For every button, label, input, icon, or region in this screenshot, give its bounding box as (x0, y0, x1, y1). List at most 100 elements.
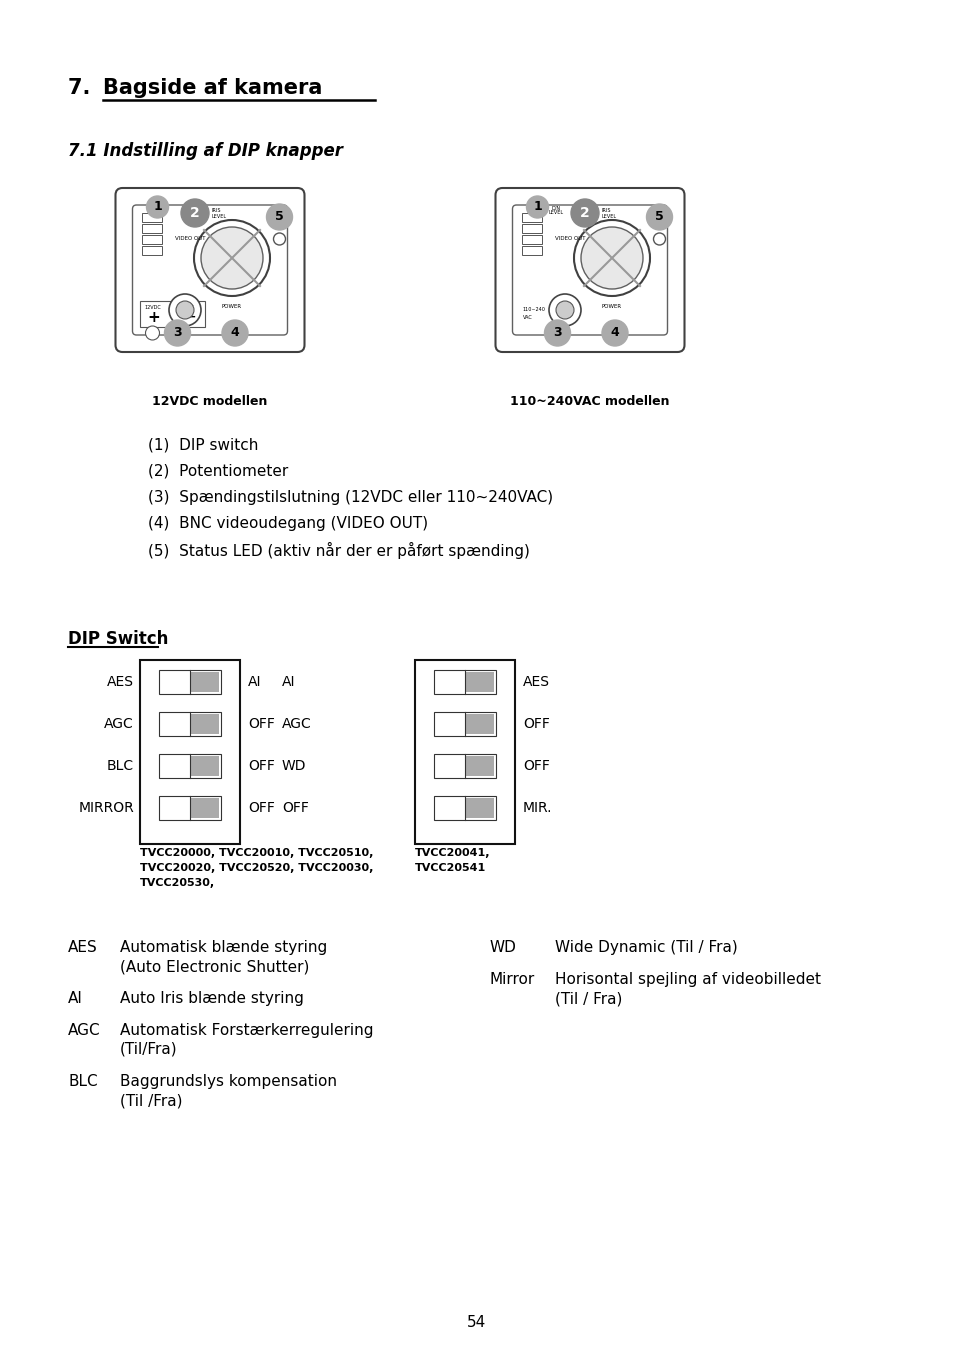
Text: AI: AI (248, 675, 261, 688)
Text: DIP Switch: DIP Switch (68, 630, 168, 648)
Text: 12VDC modellen: 12VDC modellen (152, 396, 268, 408)
Text: OFF: OFF (522, 717, 549, 730)
Text: 54: 54 (467, 1315, 486, 1330)
Text: (1)  DIP switch: (1) DIP switch (148, 437, 258, 454)
Bar (465, 672, 494, 693)
Circle shape (164, 320, 191, 346)
Circle shape (646, 204, 672, 230)
Text: VIDEO OUT: VIDEO OUT (174, 235, 205, 240)
Text: 110~240VAC modellen: 110~240VAC modellen (510, 396, 669, 408)
Text: OFF: OFF (248, 801, 274, 815)
Text: Bagside af kamera: Bagside af kamera (103, 78, 322, 99)
Text: Auto Iris blænde styring: Auto Iris blænde styring (120, 991, 304, 1006)
Circle shape (266, 204, 293, 230)
Bar (142, 224, 162, 234)
Text: LEVEL: LEVEL (548, 211, 563, 216)
Text: (Til / Fra): (Til / Fra) (555, 991, 621, 1006)
Bar (191, 756, 219, 776)
Text: POWER: POWER (601, 305, 621, 309)
Bar (465, 756, 494, 776)
Text: MIR.: MIR. (522, 801, 552, 815)
Text: AES: AES (522, 675, 550, 688)
Circle shape (146, 325, 159, 340)
Bar (522, 224, 542, 234)
Text: 4: 4 (610, 327, 618, 339)
Text: 7.1 Indstilling af DIP knapper: 7.1 Indstilling af DIP knapper (68, 142, 343, 161)
Text: 5: 5 (274, 211, 284, 224)
Circle shape (201, 227, 263, 289)
Text: 2: 2 (190, 207, 200, 220)
Text: 2: 2 (579, 207, 589, 220)
Circle shape (222, 320, 248, 346)
Text: LEVEL: LEVEL (601, 213, 617, 219)
Text: OFF: OFF (248, 759, 274, 774)
Text: 4: 4 (231, 327, 239, 339)
Bar (142, 235, 162, 244)
Text: (5)  Status LED (aktiv når der er påført spænding): (5) Status LED (aktiv når der er påført … (148, 541, 529, 559)
Bar (140, 301, 205, 327)
Text: 12VDC: 12VDC (177, 305, 194, 310)
Text: IRIS: IRIS (601, 208, 611, 213)
Text: 110~240: 110~240 (522, 306, 545, 312)
Bar (191, 672, 219, 693)
Circle shape (574, 220, 649, 296)
Bar (522, 235, 542, 244)
Text: IRIS: IRIS (212, 208, 221, 213)
Text: AI: AI (68, 991, 83, 1006)
Text: 3: 3 (173, 327, 182, 339)
Bar (191, 798, 219, 818)
Text: (Til /Fra): (Til /Fra) (120, 1094, 182, 1108)
FancyBboxPatch shape (115, 188, 304, 352)
Text: (3)  Spændingstilslutning (12VDC eller 110~240VAC): (3) Spændingstilslutning (12VDC eller 11… (148, 490, 553, 505)
Text: −: − (182, 308, 196, 325)
Text: OFF: OFF (282, 801, 309, 815)
Bar (140, 660, 240, 844)
Bar (142, 246, 162, 255)
Text: AES: AES (107, 675, 133, 688)
Circle shape (571, 198, 598, 227)
Circle shape (544, 320, 570, 346)
Bar (159, 755, 221, 778)
FancyBboxPatch shape (132, 205, 287, 335)
Text: AES: AES (68, 940, 97, 954)
Circle shape (653, 234, 665, 244)
Text: VAC: VAC (522, 315, 532, 320)
Circle shape (147, 196, 169, 217)
Text: AGC: AGC (68, 1023, 100, 1038)
Bar (159, 711, 221, 736)
Bar (415, 660, 515, 844)
Text: WD: WD (282, 759, 306, 774)
Text: (Auto Electronic Shutter): (Auto Electronic Shutter) (120, 958, 309, 973)
FancyBboxPatch shape (495, 188, 684, 352)
Text: OFF: OFF (248, 717, 274, 730)
Circle shape (181, 198, 209, 227)
FancyBboxPatch shape (512, 205, 667, 335)
Bar (159, 796, 221, 819)
Text: Horisontal spejling af videobilledet: Horisontal spejling af videobilledet (555, 972, 821, 987)
Bar (142, 213, 162, 221)
Bar (434, 755, 496, 778)
Bar (159, 670, 221, 694)
Text: WD: WD (490, 940, 517, 954)
Bar (191, 714, 219, 734)
Text: 7.: 7. (68, 78, 105, 99)
Circle shape (526, 196, 548, 217)
Bar (522, 213, 542, 221)
Text: (4)  BNC videoudegang (VIDEO OUT): (4) BNC videoudegang (VIDEO OUT) (148, 516, 428, 531)
Text: TVCC20041,
TVCC20541: TVCC20041, TVCC20541 (415, 848, 490, 873)
Text: +: + (148, 309, 160, 324)
Circle shape (548, 294, 580, 325)
Text: OFF: OFF (522, 759, 549, 774)
Text: AGC: AGC (282, 717, 312, 730)
Text: Automatisk blænde styring: Automatisk blænde styring (120, 940, 327, 954)
Text: Mirror: Mirror (490, 972, 535, 987)
Circle shape (274, 234, 285, 244)
Text: AI: AI (282, 675, 295, 688)
Circle shape (175, 301, 193, 319)
Bar (434, 670, 496, 694)
Text: POWER: POWER (222, 305, 242, 309)
Text: AGC: AGC (104, 717, 133, 730)
Text: 5: 5 (655, 211, 663, 224)
Text: LEVEL: LEVEL (212, 213, 227, 219)
Text: BLC: BLC (107, 759, 133, 774)
